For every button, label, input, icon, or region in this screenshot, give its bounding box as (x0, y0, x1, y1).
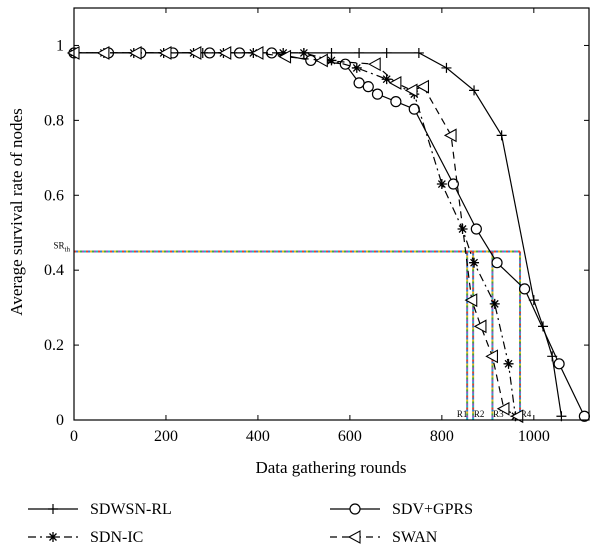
y-tick-label: 0.6 (44, 187, 64, 204)
legend-item: SDWSN-RL (28, 501, 172, 518)
plus-marker (354, 47, 365, 58)
legend-label: SDV+GPRS (392, 501, 473, 518)
circle-marker (371, 88, 384, 100)
x-tick-label: 800 (430, 428, 454, 445)
triangle-marker (404, 83, 418, 98)
y-axis-title: Average survival rate of nodes (7, 108, 26, 315)
circle-marker (491, 257, 503, 269)
triangle-marker (416, 79, 430, 94)
x-tick-label: 200 (154, 428, 178, 445)
circle-marker (390, 96, 402, 108)
threshold-label: SRth (54, 240, 71, 253)
series-line (74, 52, 516, 417)
legend-label: SDN-IC (90, 529, 143, 546)
triangle-marker (388, 75, 402, 90)
plus-marker (413, 47, 424, 58)
triangle-marker (188, 46, 202, 60)
y-tick-label: 0 (56, 412, 64, 429)
plus-marker (48, 504, 58, 514)
triangle-marker (485, 349, 498, 364)
y-tick-label: 0.4 (44, 262, 64, 279)
y-tick-label: 1 (56, 37, 64, 54)
legend: SDWSN-RL SDV+GPRS SDN-IC SWAN (28, 501, 473, 546)
triangle-marker (218, 46, 232, 60)
plus-marker (496, 130, 507, 141)
circle-marker (447, 178, 459, 190)
legend-label: SDWSN-RL (90, 501, 172, 518)
triangle-marker (128, 46, 142, 60)
triangle-marker (496, 401, 510, 416)
plot-frame (73, 7, 590, 421)
star-marker (503, 358, 514, 369)
series-sdv-gprs (68, 47, 591, 422)
series-swan (66, 46, 524, 424)
circle-marker (362, 81, 374, 93)
x-axis-title: Data gathering rounds (255, 458, 406, 477)
x-tick-label: 0 (70, 428, 78, 445)
series-line (74, 52, 562, 417)
series-sdn-ic (69, 47, 521, 422)
triangle-marker (510, 409, 524, 424)
threshold-guides: R1 R2 R3 R4 SRth (54, 240, 532, 420)
triangle-marker (96, 46, 110, 60)
round-marker-label: R1 (457, 409, 468, 419)
y-tick-label: 0.2 (44, 337, 64, 354)
triangle-marker (347, 530, 361, 544)
legend-label: SWAN (392, 529, 438, 546)
star-marker (278, 47, 289, 58)
star-marker (436, 179, 447, 190)
circle-marker (305, 54, 317, 67)
triangle-marker (158, 46, 172, 60)
round-marker-label: R3 (493, 409, 504, 419)
threshold-label-main: SR (54, 240, 65, 250)
plus-marker (528, 295, 539, 306)
round-marker-label: R2 (474, 409, 485, 419)
star-marker (48, 532, 58, 542)
triangle-marker (368, 57, 381, 72)
legend-item: SDV+GPRS (330, 501, 473, 518)
star-marker (351, 62, 362, 73)
legend-item: SDN-IC (28, 529, 143, 546)
circle-marker (353, 77, 365, 89)
triangle-marker (464, 293, 478, 308)
star-marker (326, 55, 337, 66)
circle-marker (553, 358, 565, 370)
round-marker-label: R4 (521, 409, 532, 419)
plus-marker (441, 62, 452, 73)
triangle-marker (473, 319, 487, 334)
x-tick-label: 1000 (518, 428, 550, 445)
threshold-label-sub: th (65, 245, 71, 253)
plus-marker (381, 47, 392, 58)
x-tick-label: 600 (338, 428, 362, 445)
series-layer (66, 46, 591, 424)
star-marker (489, 298, 500, 309)
legend-item: SWAN (330, 529, 438, 546)
x-tick-label: 400 (246, 428, 270, 445)
circle-marker (519, 283, 531, 295)
plus-marker (469, 85, 480, 96)
axis-ticks: 0 200 400 600 800 1000 0 0.2 0.4 0.6 0.8 1 (44, 8, 589, 445)
circle-marker (470, 223, 482, 235)
star-marker (381, 74, 392, 85)
y-tick-label: 0.8 (44, 112, 64, 129)
series-line (74, 52, 518, 417)
triangle-marker (250, 46, 264, 60)
circle-marker (349, 503, 361, 515)
triangle-marker (278, 49, 292, 64)
triangle-marker (443, 128, 457, 143)
triangle-marker (315, 53, 328, 68)
star-marker (469, 257, 480, 268)
star-marker (298, 47, 309, 58)
